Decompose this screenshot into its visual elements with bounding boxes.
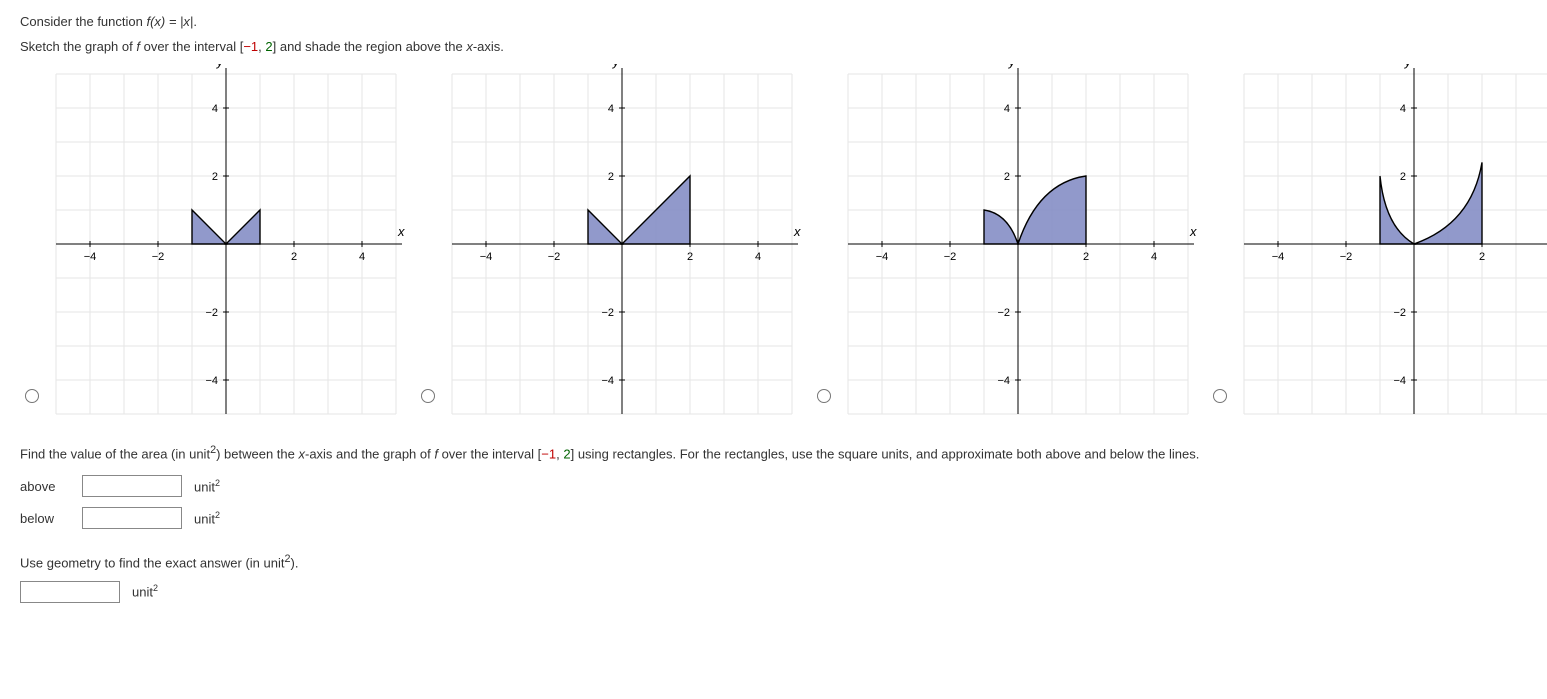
u: unit — [194, 479, 215, 494]
svg-text:−4: −4 — [480, 251, 493, 263]
svg-text:2: 2 — [291, 251, 297, 263]
svg-text:2: 2 — [1004, 171, 1010, 183]
svg-text:−4: −4 — [1272, 251, 1285, 263]
interval-pos: 2 — [265, 39, 272, 54]
svg-text:−2: −2 — [205, 307, 218, 319]
answer-row-below: below unit2 — [20, 507, 1527, 529]
svg-text:−2: −2 — [1340, 251, 1353, 263]
svg-text:y: y — [216, 64, 225, 69]
t: ) between the — [216, 446, 298, 461]
intro1-suffix: . — [193, 14, 197, 29]
label-below: below — [20, 511, 70, 526]
input-below[interactable] — [82, 507, 182, 529]
t: Use geometry to find the exact answer (i… — [20, 556, 284, 571]
svg-text:4: 4 — [212, 103, 218, 115]
svg-text:2: 2 — [687, 251, 693, 263]
svg-text:4: 4 — [1400, 103, 1406, 115]
svg-text:−4: −4 — [601, 375, 614, 387]
radio-option-3[interactable] — [1213, 389, 1227, 403]
interval-pos: 2 — [563, 446, 570, 461]
svg-text:x: x — [793, 224, 801, 239]
answer-row-exact: unit2 — [20, 581, 1527, 603]
graph-plot-0: −4 −2 2 4 −4 −2 2 4 x y — [46, 64, 406, 424]
intro-line-1: Consider the function f(x) = |x|. — [20, 14, 1527, 29]
radio-option-2[interactable] — [817, 389, 831, 403]
label-above: above — [20, 479, 70, 494]
svg-text:4: 4 — [755, 251, 761, 263]
unit-above: unit2 — [194, 478, 220, 494]
svg-text:−2: −2 — [548, 251, 561, 263]
sup: 2 — [215, 478, 220, 488]
t: Find the value of the area (in unit — [20, 446, 210, 461]
svg-text:−4: −4 — [1393, 375, 1406, 387]
t: -axis and the graph of — [305, 446, 434, 461]
answer-rows: above unit2 below unit2 — [20, 475, 1527, 529]
input-exact[interactable] — [20, 581, 120, 603]
sup: 2 — [153, 583, 158, 593]
t: ] using rectangles. For the rectangles, … — [571, 446, 1200, 461]
svg-text:4: 4 — [608, 103, 614, 115]
answer-row-above: above unit2 — [20, 475, 1527, 497]
sup: 2 — [215, 510, 220, 520]
graph-plot-1: −4 −2 2 4 −4 −2 2 4 x y — [442, 64, 802, 424]
interval-neg: −1 — [243, 39, 258, 54]
radio-option-1[interactable] — [421, 389, 435, 403]
part2-text: Find the value of the area (in unit 2 ) be… — [20, 444, 1527, 461]
graph-option-3: −4−224−4−224xy — [1208, 64, 1547, 424]
svg-text:4: 4 — [1004, 103, 1010, 115]
svg-text:y: y — [1008, 64, 1017, 69]
svg-text:y: y — [1404, 64, 1413, 69]
t: Sketch the graph of — [20, 39, 136, 54]
svg-text:−2: −2 — [152, 251, 165, 263]
svg-text:y: y — [612, 64, 621, 69]
graph-option-2: −4 −2 2 4 −4 −2 2 4 x y — [812, 64, 1198, 424]
intro-line-2: Sketch the graph of f over the interval … — [20, 39, 1527, 54]
graph-option-0: −4 −2 2 4 −4 −2 2 4 x y — [20, 64, 406, 424]
t: -axis. — [473, 39, 504, 54]
svg-text:−2: −2 — [1393, 307, 1406, 319]
svg-text:−2: −2 — [997, 307, 1010, 319]
svg-text:−2: −2 — [944, 251, 957, 263]
unit-exact: unit2 — [132, 583, 158, 599]
t: over the interval [ — [140, 39, 243, 54]
part3-text: Use geometry to find the exact answer (i… — [20, 553, 1527, 570]
t: ). — [291, 556, 299, 571]
svg-text:−2: −2 — [601, 307, 614, 319]
svg-text:4: 4 — [1151, 251, 1157, 263]
u: unit — [132, 585, 153, 600]
intro1-fn: f(x) = |x| — [146, 14, 193, 29]
interval-neg: −1 — [541, 446, 556, 461]
t: ] and shade the region above the — [273, 39, 467, 54]
unit-below: unit2 — [194, 510, 220, 526]
t: over the interval [ — [438, 446, 541, 461]
radio-option-0[interactable] — [25, 389, 39, 403]
svg-text:2: 2 — [608, 171, 614, 183]
svg-text:−4: −4 — [876, 251, 889, 263]
svg-text:−4: −4 — [205, 375, 218, 387]
u: unit — [194, 511, 215, 526]
svg-text:−4: −4 — [84, 251, 97, 263]
svg-text:x: x — [397, 224, 405, 239]
svg-text:−4: −4 — [997, 375, 1010, 387]
svg-text:2: 2 — [1083, 251, 1089, 263]
svg-text:2: 2 — [1400, 171, 1406, 183]
svg-text:4: 4 — [359, 251, 365, 263]
input-above[interactable] — [82, 475, 182, 497]
graph-option-1: −4 −2 2 4 −4 −2 2 4 x y — [416, 64, 802, 424]
graph-plot-2: −4 −2 2 4 −4 −2 2 4 x y — [838, 64, 1198, 424]
svg-text:2: 2 — [1479, 251, 1485, 263]
svg-text:x: x — [1189, 224, 1197, 239]
svg-text:2: 2 — [212, 171, 218, 183]
intro1-prefix: Consider the function — [20, 14, 146, 29]
graph-options-row: −4 −2 2 4 −4 −2 2 4 x y −4 −2 2 4 −4 −2 2 4 x y −4 −2 2 4 −4 −2… — [20, 64, 1527, 424]
graph-plot-3: −4−224−4−224xy — [1234, 64, 1547, 424]
